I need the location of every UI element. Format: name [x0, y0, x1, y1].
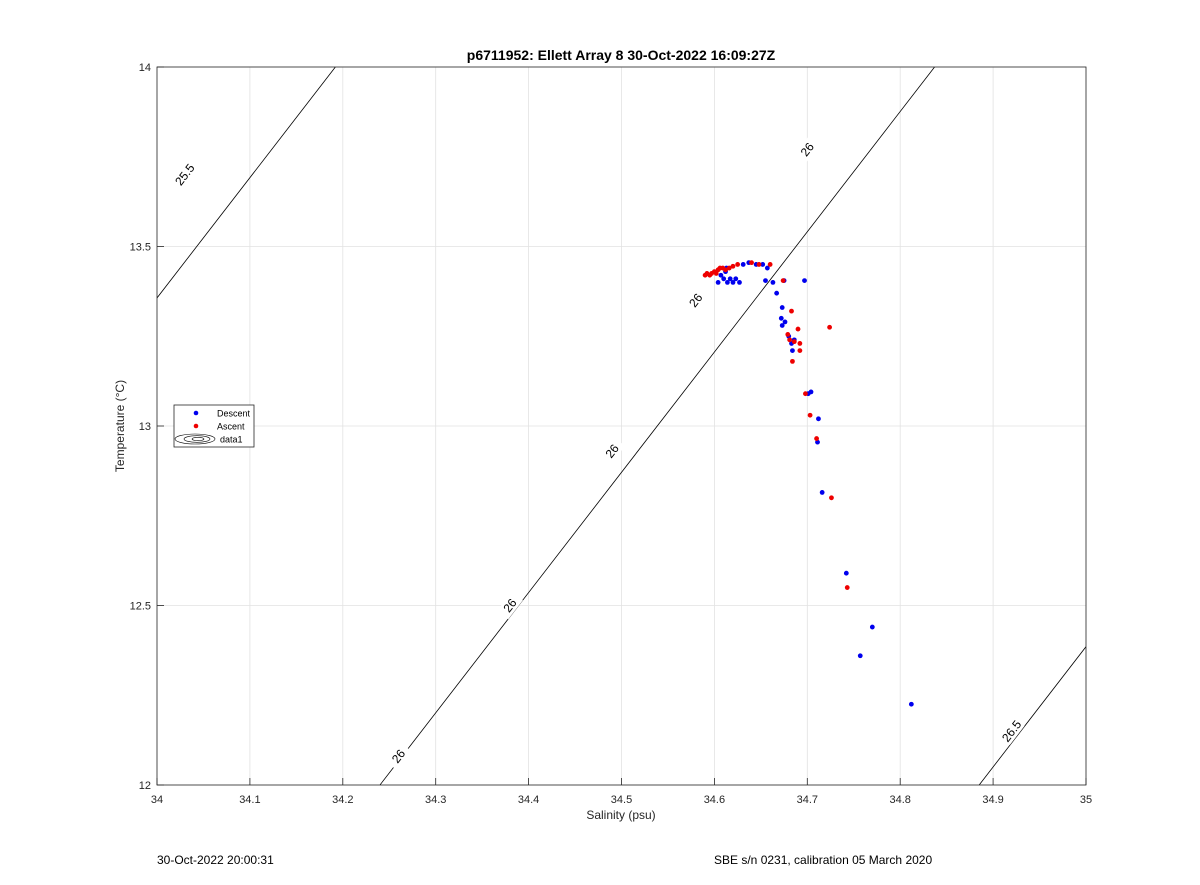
isopycnal-label-bg [599, 437, 626, 465]
x-tick-label: 34.9 [982, 794, 1003, 806]
point-ascent [726, 265, 732, 271]
point-descent [774, 290, 780, 296]
point-descent [869, 624, 875, 630]
point-descent [779, 305, 785, 310]
y-tick-label: 12.5 [130, 601, 151, 613]
point-descent [763, 278, 768, 284]
point-ascent [814, 436, 819, 441]
point-descent [740, 262, 746, 267]
point-ascent [780, 278, 786, 284]
point-ascent [844, 585, 850, 590]
point-ascent [791, 339, 797, 345]
x-tick-label: 34.4 [518, 794, 539, 806]
y-tick-label: 12 [139, 780, 151, 792]
isopycnal-label-bg [497, 591, 523, 620]
chart-title: p6711952: Ellett Array 8 30-Oct-2022 16:… [467, 47, 776, 63]
y-axis-label: Temperature (°C) [113, 380, 127, 472]
x-tick-label: 34.5 [611, 794, 632, 806]
point-descent [790, 348, 795, 354]
data-points [702, 260, 914, 707]
legend-label-data1: data1 [220, 435, 243, 445]
x-tick-label: 35 [1080, 794, 1092, 806]
point-descent [778, 315, 784, 321]
x-tick-label: 34 [151, 794, 163, 806]
point-descent [721, 276, 727, 282]
isopycnal-label-bg [171, 160, 198, 189]
point-ascent [785, 332, 791, 337]
isopycnal-label-bg [794, 135, 821, 164]
x-tick-label: 34.8 [889, 794, 910, 806]
x-axis-ticks: 34 34.1 34.2 34.3 34.4 34.5 34.6 34.7 34.8 34.9 35 [151, 778, 1092, 806]
point-descent [857, 653, 863, 659]
point-ascent [790, 358, 795, 364]
point-ascent [723, 267, 728, 273]
point-descent [727, 276, 733, 282]
isopycnal-line [978, 646, 1086, 785]
point-descent [737, 280, 742, 285]
point-ascent [797, 341, 803, 346]
footer-calibration: SBE s/n 0231, calibration 05 March 2020 [714, 853, 933, 867]
point-descent [733, 276, 739, 282]
legend: Descent Ascent data1 [173, 404, 255, 448]
point-ascent [767, 262, 773, 267]
legend-contour-icon [174, 433, 216, 445]
legend-label-descent: Descent [217, 409, 251, 419]
isopycnal-label-bg [385, 742, 412, 771]
point-ascent [827, 324, 832, 330]
point-ascent [795, 326, 801, 332]
x-tick-label: 34.1 [239, 794, 260, 806]
point-descent [718, 272, 724, 278]
x-tick-label: 34.2 [332, 794, 353, 806]
isopycnal-label-bg [682, 286, 709, 315]
point-descent [908, 701, 914, 707]
point-ascent [749, 260, 754, 266]
point-descent [816, 416, 821, 422]
point-descent [725, 280, 730, 285]
point-descent [770, 280, 776, 285]
point-descent [764, 265, 770, 271]
point-ascent [797, 348, 803, 354]
isopycnal-line [157, 67, 336, 299]
point-ascent [807, 412, 813, 418]
x-tick-label: 34.7 [797, 794, 818, 806]
y-tick-label: 14 [139, 62, 151, 74]
point-ascent [789, 308, 794, 314]
point-ascent [735, 262, 741, 267]
footer-timestamp: 30-Oct-2022 20:00:31 [157, 853, 274, 867]
isopycnal-line [379, 67, 935, 785]
y-tick-label: 13 [139, 421, 151, 433]
point-descent [808, 389, 814, 395]
point-ascent [730, 263, 736, 269]
legend-marker-ascent [193, 423, 199, 429]
point-descent [819, 490, 825, 495]
isopycnal-contours [157, 67, 1086, 785]
point-ascent [803, 391, 808, 397]
point-descent [715, 280, 721, 285]
y-axis-ticks: 12 12.5 13 13.5 14 [130, 62, 164, 792]
x-tick-label: 34.3 [425, 794, 446, 806]
y-tick-label: 13.5 [130, 242, 151, 254]
isopycnal-label-bg [998, 717, 1025, 745]
point-descent [760, 262, 766, 267]
x-tick-label: 34.6 [704, 794, 725, 806]
x-axis-label: Salinity (psu) [586, 808, 655, 822]
point-descent [843, 570, 849, 576]
point-ascent [756, 262, 762, 267]
point-ascent [787, 337, 793, 343]
point-ascent [713, 271, 719, 276]
legend-label-ascent: Ascent [217, 422, 245, 432]
point-descent [802, 278, 807, 284]
point-descent [730, 280, 736, 285]
point-descent [782, 319, 788, 325]
legend-box [173, 404, 255, 448]
point-descent [815, 439, 820, 445]
point-ascent [829, 495, 834, 501]
legend-marker-descent [193, 410, 199, 416]
point-descent [779, 323, 785, 328]
